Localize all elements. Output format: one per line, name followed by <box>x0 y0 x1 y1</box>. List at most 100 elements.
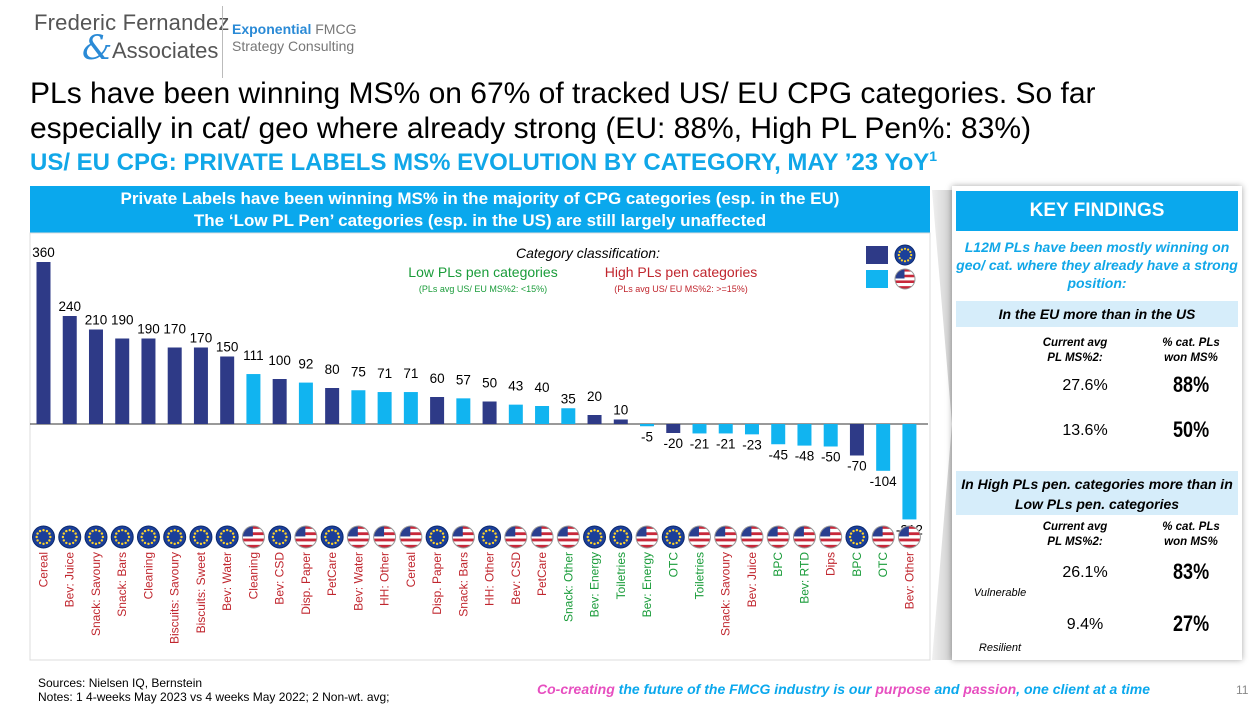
eu-flag-icon <box>163 525 187 549</box>
category-label-26: Snack: Savoury <box>719 552 733 636</box>
category-label-23: Bev: Energy <box>640 552 654 617</box>
bar-6 <box>193 347 208 424</box>
category-label-21: Bev: Energy <box>588 552 602 617</box>
bar-21 <box>587 415 602 424</box>
bar-32 <box>876 424 891 471</box>
value-label-28: -45 <box>768 447 788 462</box>
footer-part-6: , one client at a time <box>1016 681 1150 697</box>
us-flag-icon <box>635 525 659 549</box>
category-label-9: Bev: CSD <box>273 552 287 605</box>
category-label-15: Disp. Paper <box>430 552 444 615</box>
value-label-22: 10 <box>613 403 628 418</box>
category-label-0: Cereal <box>37 552 51 587</box>
bar-23 <box>640 424 655 427</box>
category-label-2: Snack: Savoury <box>89 552 103 636</box>
bar-26 <box>718 424 733 434</box>
bar-33 <box>902 424 917 520</box>
value-label-12: 75 <box>351 364 366 379</box>
bar-7 <box>220 356 235 424</box>
resilient-won-value: 27% <box>1173 611 1210 636</box>
value-label-13: 71 <box>377 366 392 381</box>
page-number: 11 <box>1236 683 1249 697</box>
us-flag-icon <box>897 525 921 549</box>
value-label-20: 35 <box>561 391 576 406</box>
footer-part-2: the future of the FMCG industry is our <box>614 681 876 697</box>
value-label-17: 50 <box>482 376 497 391</box>
value-label-27: -23 <box>742 437 762 452</box>
us-flag-icon <box>241 525 265 549</box>
logo-tagline-1: Exponential FMCG <box>232 21 356 37</box>
value-label-7: 150 <box>216 340 239 355</box>
value-label-25: -21 <box>690 436 710 451</box>
vulnerable-avg-value: 26.1% <box>1062 564 1108 581</box>
us-flag-icon <box>530 525 554 549</box>
key-findings-panel <box>952 186 1242 660</box>
logo-name-line2: Associates <box>112 38 219 63</box>
value-label-4: 190 <box>137 322 160 337</box>
value-label-19: 40 <box>535 380 550 395</box>
eu-flag-icon <box>136 525 160 549</box>
chart-header-line2: The ‘Low PL Pen’ categories (esp. in the… <box>193 211 767 230</box>
footer-part-1: Co-creating <box>537 681 615 697</box>
chart-to-findings-arrow <box>932 190 952 660</box>
eu-flag-icon <box>583 525 607 549</box>
bar-10 <box>298 382 313 424</box>
legend-low-note: (PLs avg US/ EU MS%2: <15%) <box>419 284 547 294</box>
bar-4 <box>141 338 156 424</box>
category-label-30: Dips <box>824 552 838 576</box>
category-label-24: OTC <box>666 552 680 578</box>
bar-27 <box>744 424 759 435</box>
subtitle-text: US/ EU CPG: PRIVATE LABELS MS% EVOLUTION… <box>30 149 930 176</box>
us-flag-icon <box>294 525 318 549</box>
value-label-14: 71 <box>403 366 418 381</box>
us-flag-icon <box>451 525 475 549</box>
value-label-30: -50 <box>821 450 841 465</box>
eu-flag-icon <box>189 525 213 549</box>
category-label-22: Toiletries <box>614 552 628 599</box>
value-label-3: 190 <box>111 313 134 328</box>
vulnerable-won-value: 83% <box>1173 559 1210 584</box>
bar-24 <box>666 424 681 433</box>
eu-flag-icon <box>320 525 344 549</box>
logo-ampersand: & <box>82 28 113 68</box>
bar-3 <box>115 338 130 424</box>
bars-group <box>36 262 917 520</box>
logo-divider <box>222 6 223 78</box>
bar-17 <box>482 401 497 424</box>
eu-flag-icon <box>425 525 449 549</box>
bar-25 <box>692 424 707 434</box>
bar-18 <box>508 404 523 424</box>
value-label-26: -21 <box>716 436 736 451</box>
notes-line: Notes: 1 4-weeks May 2023 vs 4 weeks May… <box>38 690 390 704</box>
findings-col2-header-2: % cat. PLs won MS% <box>1162 521 1220 548</box>
chart-frame <box>29 232 931 661</box>
us-flag-icon <box>766 525 790 549</box>
category-label-7: Bev: Water <box>220 552 234 611</box>
us-flag-icon <box>819 525 843 549</box>
logo-name-line1: Frederic Fernandez <box>34 10 230 35</box>
bar-0 <box>36 262 51 424</box>
category-label-3: Snack: Bars <box>115 552 129 617</box>
us-flag-icon <box>792 525 816 549</box>
legend-eu-flag-icon <box>894 244 916 266</box>
legend-low-label: Low PLs pen categories <box>408 264 557 280</box>
footer-tagline: Co-creating the future of the FMCG indus… <box>537 681 1150 697</box>
category-label-13: HH: Other <box>378 552 392 606</box>
us-flag-icon <box>871 525 895 549</box>
category-label-1: Bev: Juice <box>63 552 77 608</box>
category-label-11: PetCare <box>325 552 339 596</box>
category-label-20: Snack: Other <box>561 552 575 622</box>
bar-14 <box>403 392 418 424</box>
footer-part-5: passion <box>963 681 1017 697</box>
eu-flag-icon <box>32 525 55 549</box>
us-flag-icon <box>688 525 711 549</box>
us-flag-icon <box>373 525 397 549</box>
vulnerable-label: Vulnerable <box>973 587 1027 599</box>
eu-flag-icon <box>110 525 134 549</box>
eu-flag-icon <box>58 525 82 549</box>
bar-20 <box>561 408 576 424</box>
value-label-5: 170 <box>163 322 186 337</box>
eu-flag-icon <box>845 525 869 549</box>
bar-29 <box>797 424 812 446</box>
value-label-21: 20 <box>587 389 602 404</box>
